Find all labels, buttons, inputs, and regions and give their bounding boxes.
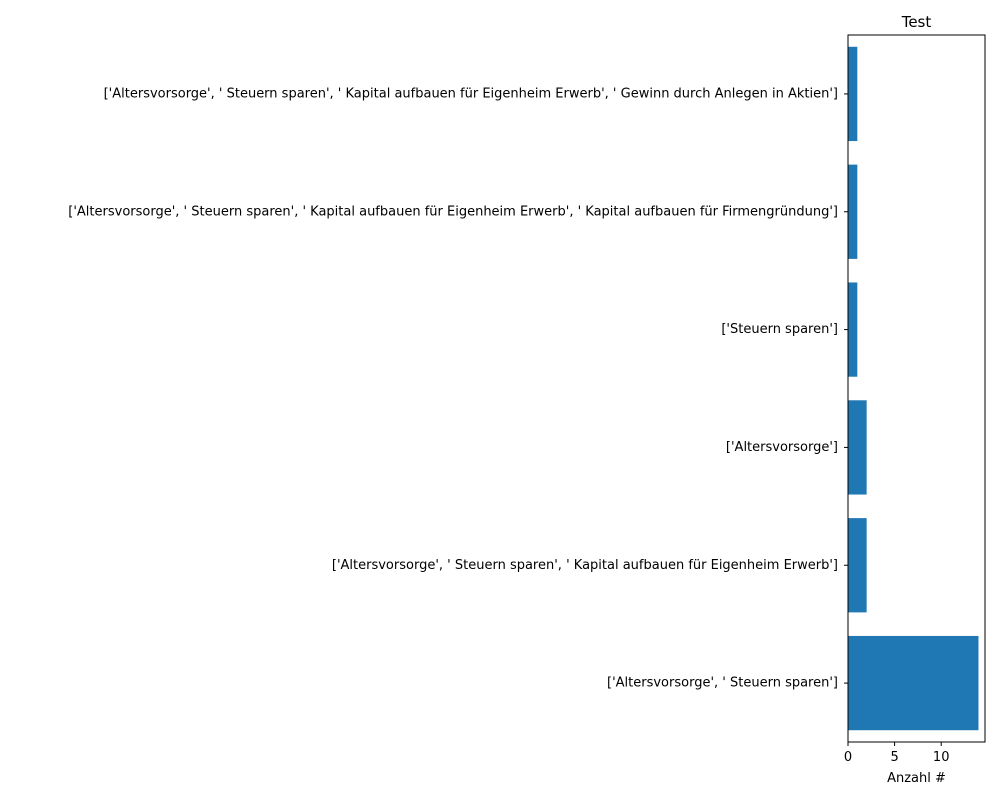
bar-1 [848,164,858,259]
bar-3 [848,400,867,495]
bar-2 [848,282,858,377]
bar-5 [848,635,979,731]
x-tick-label-0: 0 [844,750,852,765]
plot-area: ['Altersvorsorge', ' Steuern sparen', ' … [68,34,986,765]
bar-0 [848,46,858,142]
y-tick-label-5: ['Altersvorsorge', ' Steuern sparen'] [607,676,838,691]
chart-title: Test [901,13,932,31]
y-tick-label-2: ['Steuern sparen'] [721,322,838,337]
bar-4 [848,518,867,613]
x-tick-label-1: 5 [890,750,898,765]
y-tick-label-1: ['Altersvorsorge', ' Steuern sparen', ' … [68,204,838,219]
y-tick-label-3: ['Altersvorsorge'] [726,440,838,455]
y-tick-label-4: ['Altersvorsorge', ' Steuern sparen', ' … [332,558,838,573]
y-tick-label-0: ['Altersvorsorge', ' Steuern sparen', ' … [104,86,838,101]
plot-frame [847,34,986,743]
x-tick-label-2: 10 [933,750,950,765]
x-axis-label: Anzahl # [887,771,946,786]
